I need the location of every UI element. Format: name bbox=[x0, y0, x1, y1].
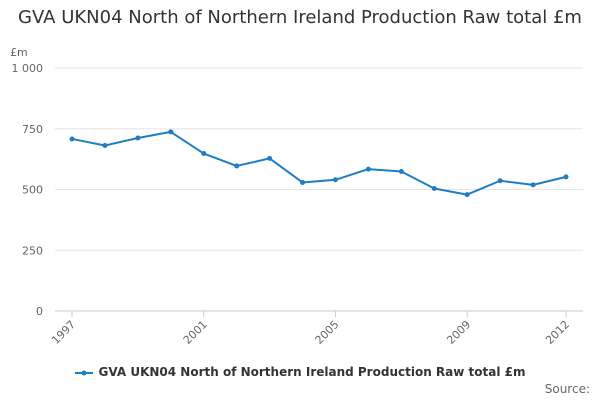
data-point[interactable] bbox=[168, 129, 174, 135]
series-layer bbox=[69, 129, 569, 198]
legend[interactable]: GVA UKN04 North of Northern Ireland Prod… bbox=[0, 365, 600, 380]
data-point[interactable] bbox=[464, 192, 470, 198]
data-point[interactable] bbox=[497, 178, 503, 184]
data-point[interactable] bbox=[563, 174, 569, 180]
data-point[interactable] bbox=[135, 135, 141, 141]
data-point[interactable] bbox=[201, 151, 207, 157]
data-point[interactable] bbox=[332, 177, 338, 183]
data-point[interactable] bbox=[530, 182, 536, 188]
legend-label: GVA UKN04 North of Northern Ireland Prod… bbox=[98, 365, 526, 379]
x-tick-label: 2001 bbox=[181, 318, 210, 347]
data-point[interactable] bbox=[431, 186, 437, 192]
x-tick-label: 1997 bbox=[49, 318, 78, 347]
chart-title: GVA UKN04 North of Northern Ireland Prod… bbox=[18, 7, 582, 28]
y-axis-label: £m bbox=[10, 46, 28, 59]
y-tick-label: 250 bbox=[22, 244, 43, 257]
y-tick-label: 1 000 bbox=[12, 62, 44, 75]
data-point[interactable] bbox=[234, 163, 240, 169]
y-tick-label: 500 bbox=[22, 184, 43, 197]
y-tick-label: 750 bbox=[22, 123, 43, 136]
series-line[interactable] bbox=[71, 130, 567, 196]
data-point[interactable] bbox=[267, 155, 273, 161]
gridlines bbox=[55, 67, 583, 312]
x-tick-label: 2009 bbox=[444, 318, 473, 347]
source-label: Source: bbox=[544, 382, 590, 396]
data-point[interactable] bbox=[398, 169, 404, 175]
legend-swatch bbox=[74, 366, 93, 380]
x-tick-label: 2005 bbox=[313, 318, 342, 347]
data-point[interactable] bbox=[69, 136, 75, 142]
x-tick-label: 2012 bbox=[543, 318, 572, 347]
axes: £m 0 250 500 750 1 000 1997 2001 2005 2009 2012 bbox=[10, 46, 572, 347]
data-point[interactable] bbox=[365, 166, 371, 172]
y-tick-label: 0 bbox=[36, 305, 43, 318]
data-point[interactable] bbox=[102, 143, 108, 149]
data-point[interactable] bbox=[300, 179, 306, 185]
